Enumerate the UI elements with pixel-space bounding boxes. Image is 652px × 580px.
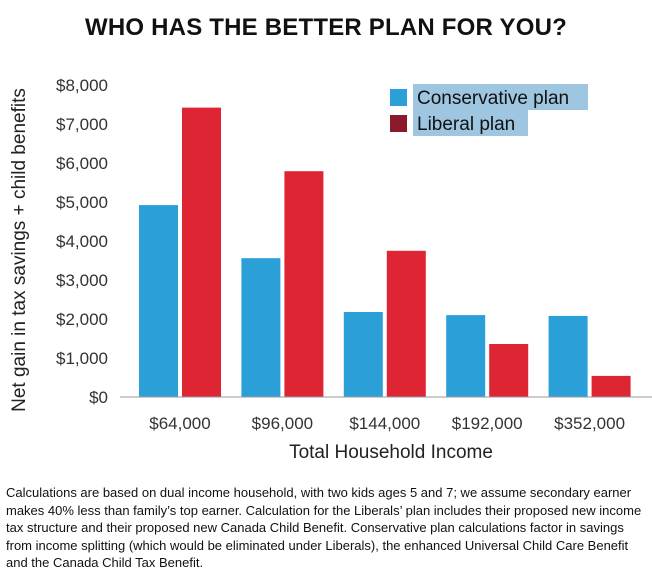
y-tick-label: $1,000	[56, 349, 108, 368]
bar-liberal	[489, 344, 529, 397]
y-tick-label: $8,000	[56, 76, 108, 95]
y-tick-label: $2,000	[56, 310, 108, 329]
y-tick-label: $5,000	[56, 193, 108, 212]
legend-label-liberal: Liberal plan	[417, 114, 515, 135]
bar-conservative	[139, 205, 178, 397]
footnote: Calculations are based on dual income ho…	[6, 485, 642, 570]
bar-conservative	[446, 315, 486, 397]
legend-swatch-liberal	[390, 115, 407, 132]
x-tick-label: $352,000	[554, 414, 625, 433]
y-tick-label: $7,000	[56, 115, 108, 134]
bar-liberal	[284, 171, 324, 397]
bar-conservative	[548, 315, 588, 397]
legend-label-conservative: Conservative plan	[417, 88, 569, 109]
y-axis-title: Net gain in tax savings + child benefits	[9, 88, 30, 412]
bar-chart: $0 $1,000 $2,000 $3,000 $4,000 $5,000 $6,000 $7…	[9, 76, 652, 463]
chart-title: WHO HAS THE BETTER PLAN FOR YOU?	[85, 14, 567, 41]
bars	[139, 107, 631, 398]
x-axis-title: Total Household Income	[289, 442, 493, 463]
bar-conservative	[343, 312, 383, 397]
bar-liberal	[182, 107, 221, 397]
legend-swatch-conservative	[390, 89, 407, 106]
y-tick-label: $4,000	[56, 232, 108, 251]
y-axis-ticks: $0 $1,000 $2,000 $3,000 $4,000 $5,000 $6,000 $7…	[56, 76, 108, 407]
x-axis-ticks: $64,000 $96,000 $144,000 $192,000 $352,000	[149, 414, 625, 433]
y-tick-label: $0	[89, 388, 108, 407]
bar-conservative	[241, 258, 281, 397]
y-tick-label: $6,000	[56, 154, 108, 173]
legend: Conservative plan Liberal plan	[390, 84, 588, 136]
bar-liberal	[591, 375, 631, 397]
bar-liberal	[386, 250, 426, 398]
x-tick-label: $192,000	[452, 414, 523, 433]
legend-label-bg-conservative	[413, 84, 588, 110]
x-tick-label: $144,000	[349, 414, 420, 433]
x-tick-label: $96,000	[252, 414, 313, 433]
x-tick-label: $64,000	[149, 414, 210, 433]
y-tick-label: $3,000	[56, 271, 108, 290]
legend-label-bg-liberal	[413, 110, 528, 136]
